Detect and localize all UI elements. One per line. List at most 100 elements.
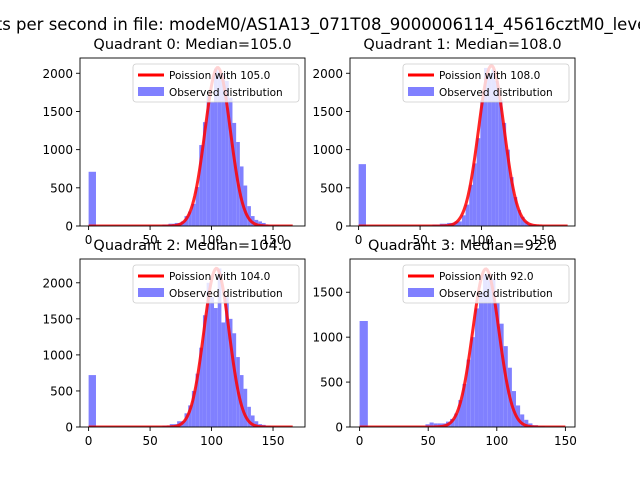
panel-title: Quadrant 2: Median=104.0 — [93, 238, 291, 254]
histogram-bar — [217, 268, 222, 427]
histogram-bar — [221, 73, 226, 226]
x-tick-label: 100 — [200, 434, 223, 448]
histogram-bar — [495, 80, 499, 226]
plot-area — [88, 266, 293, 427]
legend-box — [132, 264, 300, 304]
histogram-bar — [487, 73, 492, 226]
histogram-bar — [429, 422, 434, 427]
y-tick-label: 0 — [65, 220, 73, 234]
histogram-bar — [509, 177, 514, 226]
y-tick-label: 1500 — [42, 312, 73, 326]
histogram-bar — [469, 184, 473, 226]
histogram-bar — [232, 333, 237, 427]
histogram-bar — [524, 419, 529, 427]
histogram-bar — [88, 171, 96, 226]
histogram-bar — [461, 215, 466, 226]
histogram-bar — [503, 346, 508, 427]
histogram-bar — [191, 203, 196, 226]
histogram-bar — [516, 405, 521, 427]
x-tick-label: 100 — [485, 434, 508, 448]
y-tick-label: 1500 — [312, 105, 343, 119]
histogram-bar — [206, 96, 211, 226]
legend-label-poisson: Poission with 108.0 — [439, 70, 540, 82]
histogram-bar — [462, 383, 467, 427]
y-tick-label: 1000 — [312, 143, 343, 157]
x-tick-label: 0 — [85, 233, 93, 247]
histogram-bar — [202, 122, 207, 226]
y-tick-label: 2000 — [42, 67, 73, 81]
y-tick-label: 500 — [50, 181, 73, 195]
panel-title: Quadrant 1: Median=108.0 — [363, 37, 561, 53]
y-tick-label: 1500 — [42, 105, 73, 119]
axes-frame — [349, 57, 576, 227]
histogram-bar — [454, 413, 459, 427]
histogram-bar — [359, 320, 368, 427]
x-tick-label: 0 — [355, 233, 363, 247]
histogram-bar — [520, 414, 525, 427]
x-tick-label: 50 — [142, 233, 157, 247]
legend-bar-swatch — [138, 288, 164, 297]
histogram-bar — [254, 219, 259, 226]
plot-area — [88, 66, 293, 226]
x-tick-label: 50 — [142, 434, 157, 448]
histogram-bar — [228, 318, 233, 427]
histogram-bar — [206, 282, 211, 427]
legend-box — [402, 63, 570, 103]
panel-title: Quadrant 3: Median=92.0 — [368, 238, 557, 254]
legend-label-poisson: Poission with 104.0 — [169, 271, 270, 283]
axes-frame — [79, 57, 306, 227]
y-tick-label: 1000 — [42, 348, 73, 362]
legend: Poission with 92.0 Observed distribution — [402, 264, 570, 304]
histogram-bar — [472, 163, 477, 226]
histogram-bar — [474, 308, 479, 427]
poisson-curve — [88, 66, 293, 226]
histogram-bar — [487, 279, 492, 427]
histogram-bar — [210, 102, 215, 226]
x-tick-label: 0 — [85, 434, 93, 448]
histogram-bar — [478, 292, 484, 427]
histogram-bar — [188, 405, 192, 427]
histogram-bar — [484, 67, 488, 226]
histogram-bar — [454, 221, 462, 226]
histogram-bar — [191, 390, 196, 427]
poisson-curve — [358, 63, 568, 226]
legend: Poission with 104.0 Observed distribution — [132, 264, 300, 304]
legend-label-observed: Observed distribution — [169, 288, 283, 300]
histogram-bar — [210, 297, 215, 427]
histogram-bar — [202, 315, 207, 427]
histogram-bar — [88, 375, 96, 427]
histogram-bar — [358, 164, 366, 226]
y-tick-label: 0 — [65, 421, 73, 435]
histogram-bar — [232, 122, 237, 226]
histogram-bar — [214, 68, 218, 226]
histogram-bar — [243, 388, 248, 427]
histogram-bar — [247, 406, 251, 427]
histogram-bar — [498, 100, 503, 226]
axes-frame — [349, 258, 576, 428]
histogram-bar — [476, 138, 481, 226]
histogram-bar — [480, 100, 485, 226]
histogram-bar — [465, 204, 470, 226]
histogram-bar — [499, 323, 504, 427]
histogram-bar — [495, 303, 500, 427]
histogram-bar — [250, 415, 255, 427]
legend-bar-swatch — [408, 87, 434, 96]
histogram-bar — [470, 337, 475, 427]
y-tick-label: 2000 — [312, 67, 343, 81]
y-tick-label: 0 — [335, 220, 343, 234]
x-tick-label: 150 — [532, 233, 555, 247]
x-tick-label: 0 — [356, 434, 364, 448]
histogram-bar — [491, 278, 496, 427]
y-tick-label: 500 — [320, 181, 343, 195]
histogram-bar — [502, 122, 507, 226]
y-tick-label: 2000 — [42, 276, 73, 290]
histogram-bar — [458, 400, 463, 427]
histogram-bar — [221, 322, 226, 427]
histogram-bar — [217, 71, 222, 226]
legend-box — [132, 63, 300, 103]
histogram-bar — [483, 274, 488, 427]
